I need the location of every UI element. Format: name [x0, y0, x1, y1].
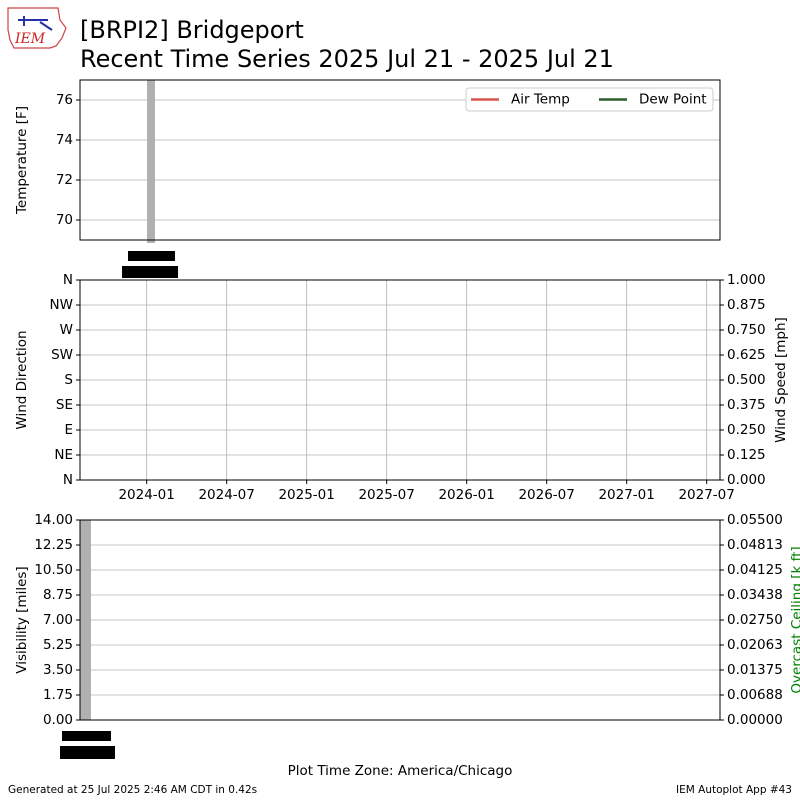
subtitle: Recent Time Series 2025 Jul 21 - 2025 Ju…	[80, 45, 614, 73]
x-tick-label: 2025-07	[358, 487, 414, 503]
y-tick-label: 76	[56, 92, 73, 108]
logo-lines	[18, 16, 53, 31]
y2-axis-label: Overcast Ceiling [k ft]	[789, 546, 800, 693]
y2-tick-label: 0.00688	[727, 687, 783, 703]
y2-tick-label: 0.125	[727, 447, 766, 463]
y2-tick-label: 0.02063	[727, 637, 783, 653]
blob	[128, 251, 175, 261]
y-tick-label: 8.75	[43, 587, 73, 603]
legend-label: Air Temp	[511, 92, 570, 108]
x-tick-label: 2027-07	[678, 487, 734, 503]
blob	[62, 731, 111, 741]
y-tick-label: 7.00	[43, 612, 73, 628]
y2-tick-label: 0.04813	[727, 537, 783, 553]
y-tick-label: 12.25	[34, 537, 73, 553]
y2-tick-label: 0.500	[727, 372, 766, 388]
y-axis-label: Temperature [F]	[14, 106, 30, 215]
y2-axis-label: Wind Speed [mph]	[773, 317, 789, 443]
y2-tick-label: 0.625	[727, 347, 766, 363]
blob	[60, 746, 115, 759]
x-tick-label: 2024-07	[198, 487, 254, 503]
x-tick-label: 2025-01	[278, 487, 334, 503]
y2-tick-label: 0.05500	[727, 512, 783, 528]
y2-tick-label: 0.250	[727, 422, 766, 438]
x-axis-label: Plot Time Zone: America/Chicago	[288, 763, 513, 779]
legend-box	[465, 87, 714, 112]
y2-tick-label: 1.000	[727, 272, 766, 288]
logo: IEM	[7, 7, 67, 49]
y-axis-label: Visibility [miles]	[14, 566, 30, 673]
plot-frame	[79, 519, 721, 721]
y2-tick-label: 0.00000	[727, 712, 783, 728]
y-tick-label: NE	[54, 447, 73, 463]
y-tick-label: E	[64, 422, 73, 438]
time-span	[147, 80, 155, 243]
y-tick-label: N	[63, 272, 73, 288]
y2-tick-label: 0.000	[727, 472, 766, 488]
y2-tick-label: 0.875	[727, 297, 766, 313]
footer-right: IEM Autoplot App #43	[676, 784, 792, 796]
x-tick-label: 2026-01	[438, 487, 494, 503]
y-tick-label: 74	[56, 132, 73, 148]
y-tick-label: SW	[51, 347, 73, 363]
y-tick-label: N	[63, 472, 73, 488]
plot-frame	[79, 279, 721, 481]
y-tick-label: 10.50	[34, 562, 73, 578]
y-tick-label: NW	[50, 297, 73, 313]
y2-tick-label: 0.375	[727, 397, 766, 413]
y-tick-label: 5.25	[43, 637, 73, 653]
plot-frame	[79, 79, 721, 241]
y-tick-label: SE	[56, 397, 73, 413]
logo-outline	[7, 7, 67, 49]
overlapping-tick-labels	[60, 251, 178, 759]
x-tick-label: 2024-01	[118, 487, 174, 503]
y-tick-label: 3.50	[43, 662, 73, 678]
x-tick-label: 2026-07	[518, 487, 574, 503]
y-tick-label: 72	[56, 172, 73, 188]
y2-tick-label: 0.03438	[727, 587, 783, 603]
blob	[122, 266, 178, 278]
y-axis-label: Wind Direction	[14, 330, 30, 429]
y-tick-label: 70	[56, 212, 73, 228]
logo-text: IEM	[14, 31, 46, 47]
y-tick-label: W	[60, 322, 73, 338]
y-tick-label: S	[64, 372, 73, 388]
y-tick-label: 14.00	[34, 512, 73, 528]
y-tick-label: 0.00	[43, 712, 73, 728]
footer-left: Generated at 25 Jul 2025 2:46 AM CDT in …	[8, 784, 257, 796]
y2-tick-label: 0.750	[727, 322, 766, 338]
y2-tick-label: 0.01375	[727, 662, 783, 678]
y2-tick-label: 0.04125	[727, 562, 783, 578]
y2-tick-label: 0.02750	[727, 612, 783, 628]
legend-label: Dew Point	[639, 92, 707, 108]
title: [BRPI2] Bridgeport	[80, 16, 304, 44]
x-tick-label: 2027-01	[598, 487, 654, 503]
y-tick-label: 1.75	[43, 687, 73, 703]
